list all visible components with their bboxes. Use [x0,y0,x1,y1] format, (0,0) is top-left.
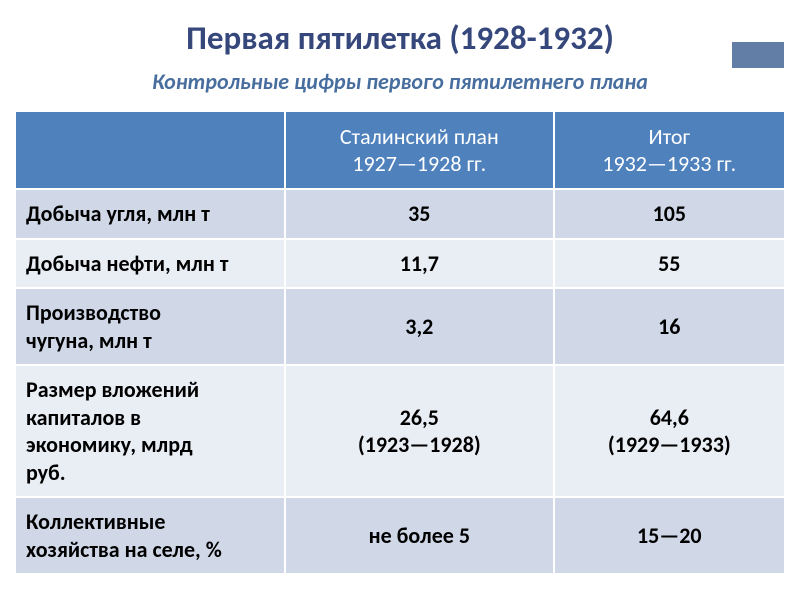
row-label: Добыча угля, млн т [15,189,285,239]
row-result-main: 64,6 [565,404,774,432]
row-result: 105 [554,189,785,239]
header-blank [15,111,285,189]
table-row: Добыча нефти, млн т 11,7 55 [15,239,785,289]
header-result-l1: Итог [565,123,774,151]
row-label-l1: Коллективные [26,508,274,536]
row-label: Коллективные хозяйства на селе, % [15,497,285,574]
row-plan: не более 5 [285,497,554,574]
row-label: Размер вложений капиталов в экономику, м… [15,365,285,497]
row-label-l1: Производство [26,299,274,327]
page-title: Первая пятилетка (1928-1932) [0,0,800,58]
row-plan: 35 [285,189,554,239]
row-result-sub: (1929—1933) [565,431,774,459]
row-label-l1: Размер вложений [26,376,274,404]
row-label-l2: хозяйства на селе, % [26,536,274,564]
row-result: 64,6 (1929—1933) [554,365,785,497]
row-plan: 11,7 [285,239,554,289]
row-plan-main: 26,5 [296,404,543,432]
table-row: Производство чугуна, млн т 3,2 16 [15,288,785,365]
row-plan: 3,2 [285,288,554,365]
header-result: Итог 1932—1933 гг. [554,111,785,189]
data-table: Сталинский план 1927—1928 гг. Итог 1932—… [14,110,786,575]
row-label: Производство чугуна, млн т [15,288,285,365]
table-row: Коллективные хозяйства на селе, % не бол… [15,497,785,574]
header-plan-l1: Сталинский план [296,123,543,151]
page-subtitle: Контрольные цифры первого пятилетнего пл… [0,68,800,95]
row-label-l2: чугуна, млн т [26,327,274,355]
row-result: 16 [554,288,785,365]
header-result-l2: 1932—1933 гг. [565,150,774,178]
table-row: Добыча угля, млн т 35 105 [15,189,785,239]
table-header-row: Сталинский план 1927—1928 гг. Итог 1932—… [15,111,785,189]
row-label: Добыча нефти, млн т [15,239,285,289]
row-label-l2: капиталов в [26,404,274,432]
header-plan-l2: 1927—1928 гг. [296,150,543,178]
row-plan-sub: (1923—1928) [296,431,543,459]
header-plan: Сталинский план 1927—1928 гг. [285,111,554,189]
accent-block [732,42,784,68]
row-plan: 26,5 (1923—1928) [285,365,554,497]
table-row: Размер вложений капиталов в экономику, м… [15,365,785,497]
row-result: 55 [554,239,785,289]
row-result: 15—20 [554,497,785,574]
row-label-l4: руб. [26,459,274,487]
row-label-l3: экономику, млрд [26,431,274,459]
